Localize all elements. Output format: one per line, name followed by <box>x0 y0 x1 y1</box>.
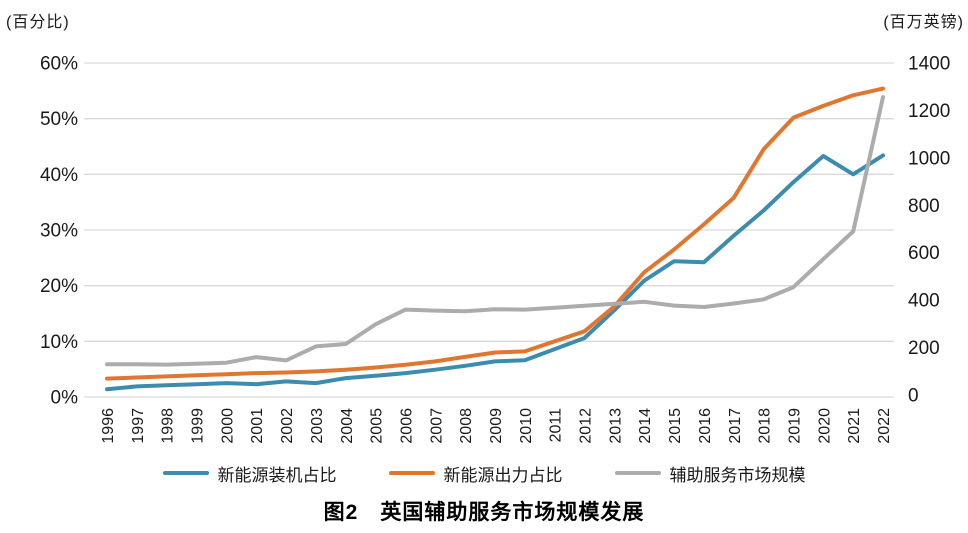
x-axis-tick-label: 2006 <box>399 408 416 444</box>
x-axis-tick-label: 1997 <box>130 408 147 444</box>
series-line-0 <box>105 153 885 392</box>
x-axis-tick-label: 2014 <box>637 408 654 444</box>
left-axis-tick-label: 10% <box>40 332 78 353</box>
legend-swatch-market-scale-icon <box>614 471 661 475</box>
right-axis-tick-label: 800 <box>908 196 940 217</box>
left-axis-unit-label: (百分比) <box>6 14 70 31</box>
x-axis-tick-label: 2016 <box>697 408 714 444</box>
x-axis-tick-label: 2012 <box>578 408 595 444</box>
series-line-1 <box>105 86 885 381</box>
legend-label-market-scale: 辅助服务市场规模 <box>669 465 806 485</box>
x-axis-tick-label: 2020 <box>816 408 833 444</box>
x-axis-tick-label: 2022 <box>876 408 893 444</box>
x-axis-tick-label: 2001 <box>249 408 266 444</box>
series-line-2 <box>105 95 885 367</box>
left-axis-tick-label: 0% <box>51 388 79 409</box>
legend-swatch-installed-share-icon <box>162 471 209 475</box>
x-axis-tick-label: 2008 <box>458 408 475 444</box>
x-axis-tick-label: 2000 <box>219 408 236 444</box>
right-axis-tick-label: 200 <box>908 338 940 359</box>
x-axis-tick-label: 2009 <box>488 408 505 444</box>
right-axis-unit-label: (百万英镑) <box>883 14 964 31</box>
x-axis-tick-label: 1998 <box>160 408 177 444</box>
x-axis-tick-label: 2017 <box>727 408 744 444</box>
x-axis-tick-label: 2003 <box>309 408 326 444</box>
x-axis-tick-label: 2013 <box>607 408 624 444</box>
x-axis-tick-label: 2021 <box>846 408 863 444</box>
right-axis-tick-label: 0 <box>908 386 919 407</box>
legend-swatch-output-share-icon <box>388 471 435 475</box>
left-axis-tick-label: 60% <box>40 54 78 75</box>
left-axis-tick-label: 50% <box>40 109 78 130</box>
x-axis-tick-label: 2004 <box>339 408 356 444</box>
left-axis-tick-label: 30% <box>40 221 78 242</box>
legend-item-installed-share: 新能源装机占比 <box>162 461 337 486</box>
legend-item-output-share: 新能源出力占比 <box>388 461 563 486</box>
legend-item-market-scale: 辅助服务市场规模 <box>614 461 806 486</box>
x-axis-tick-label: 2010 <box>518 408 535 444</box>
line-chart: 0% 10% 20% 30% 40% 50% 60% 0 200 400 600 800 1000 120… <box>40 54 950 444</box>
left-axis-tick-label: 20% <box>40 276 78 297</box>
x-axis-tick-label: 2005 <box>369 408 386 444</box>
x-axis-tick-label: 1996 <box>100 408 117 444</box>
figure-title: 图2 英国辅助服务市场规模发展 <box>323 501 645 524</box>
right-axis-tick-label: 1000 <box>908 148 950 169</box>
x-axis-tick-label: 1999 <box>190 408 207 444</box>
legend-label-installed-share: 新能源装机占比 <box>217 465 337 485</box>
right-axis-tick-label: 1400 <box>908 54 950 75</box>
x-axis-tick-label: 2007 <box>428 408 445 444</box>
left-axis-tick-label: 40% <box>40 165 78 186</box>
legend-label-output-share: 新能源出力占比 <box>443 465 563 485</box>
right-axis-tick-label: 1200 <box>908 101 950 122</box>
chart-legend: 新能源装机占比 新能源出力占比 辅助服务市场规模 <box>0 460 968 486</box>
right-axis-tick-label: 600 <box>908 243 940 264</box>
x-axis-tick-label: 2019 <box>787 408 804 444</box>
x-axis-tick-label: 2015 <box>667 408 684 444</box>
x-axis-tick-label: 2002 <box>279 408 296 444</box>
right-axis-tick-label: 400 <box>908 291 940 312</box>
x-axis-tick-label: 2011 <box>548 408 565 443</box>
x-axis-tick-label: 2018 <box>757 408 774 444</box>
